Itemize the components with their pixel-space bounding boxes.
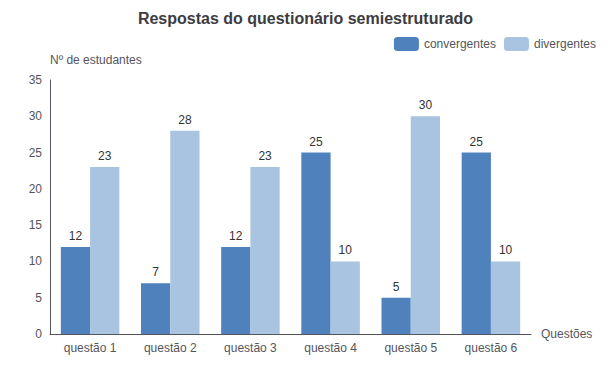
svg-text:23: 23	[98, 149, 112, 163]
svg-text:15: 15	[29, 218, 43, 232]
svg-text:20: 20	[29, 182, 43, 196]
svg-text:questão 4: questão 4	[304, 341, 357, 355]
svg-text:questão 2: questão 2	[144, 341, 197, 355]
svg-text:30: 30	[29, 109, 43, 123]
svg-text:10: 10	[499, 243, 513, 257]
svg-text:25: 25	[470, 135, 484, 149]
svg-text:Nº de estudantes: Nº de estudantes	[50, 53, 142, 67]
svg-text:25: 25	[309, 135, 323, 149]
svg-text:Respostas do questionário semi: Respostas do questionário semiestruturad…	[138, 10, 473, 27]
svg-text:30: 30	[419, 98, 433, 112]
svg-text:questão 5: questão 5	[384, 341, 437, 355]
svg-text:10: 10	[339, 243, 353, 257]
svg-text:12: 12	[229, 229, 243, 243]
svg-text:questão 1: questão 1	[64, 341, 117, 355]
svg-text:0: 0	[35, 327, 42, 341]
svg-text:7: 7	[152, 265, 159, 279]
svg-text:Questões: Questões	[541, 327, 592, 341]
svg-text:5: 5	[393, 280, 400, 294]
svg-text:28: 28	[178, 113, 192, 127]
svg-text:divergentes: divergentes	[534, 37, 596, 51]
svg-text:5: 5	[35, 291, 42, 305]
svg-text:questão 3: questão 3	[224, 341, 277, 355]
svg-text:convergentes: convergentes	[424, 37, 496, 51]
svg-text:10: 10	[29, 254, 43, 268]
svg-text:questão 6: questão 6	[465, 341, 518, 355]
svg-text:35: 35	[29, 73, 43, 87]
svg-text:23: 23	[258, 149, 272, 163]
svg-text:25: 25	[29, 146, 43, 160]
svg-text:12: 12	[69, 229, 83, 243]
